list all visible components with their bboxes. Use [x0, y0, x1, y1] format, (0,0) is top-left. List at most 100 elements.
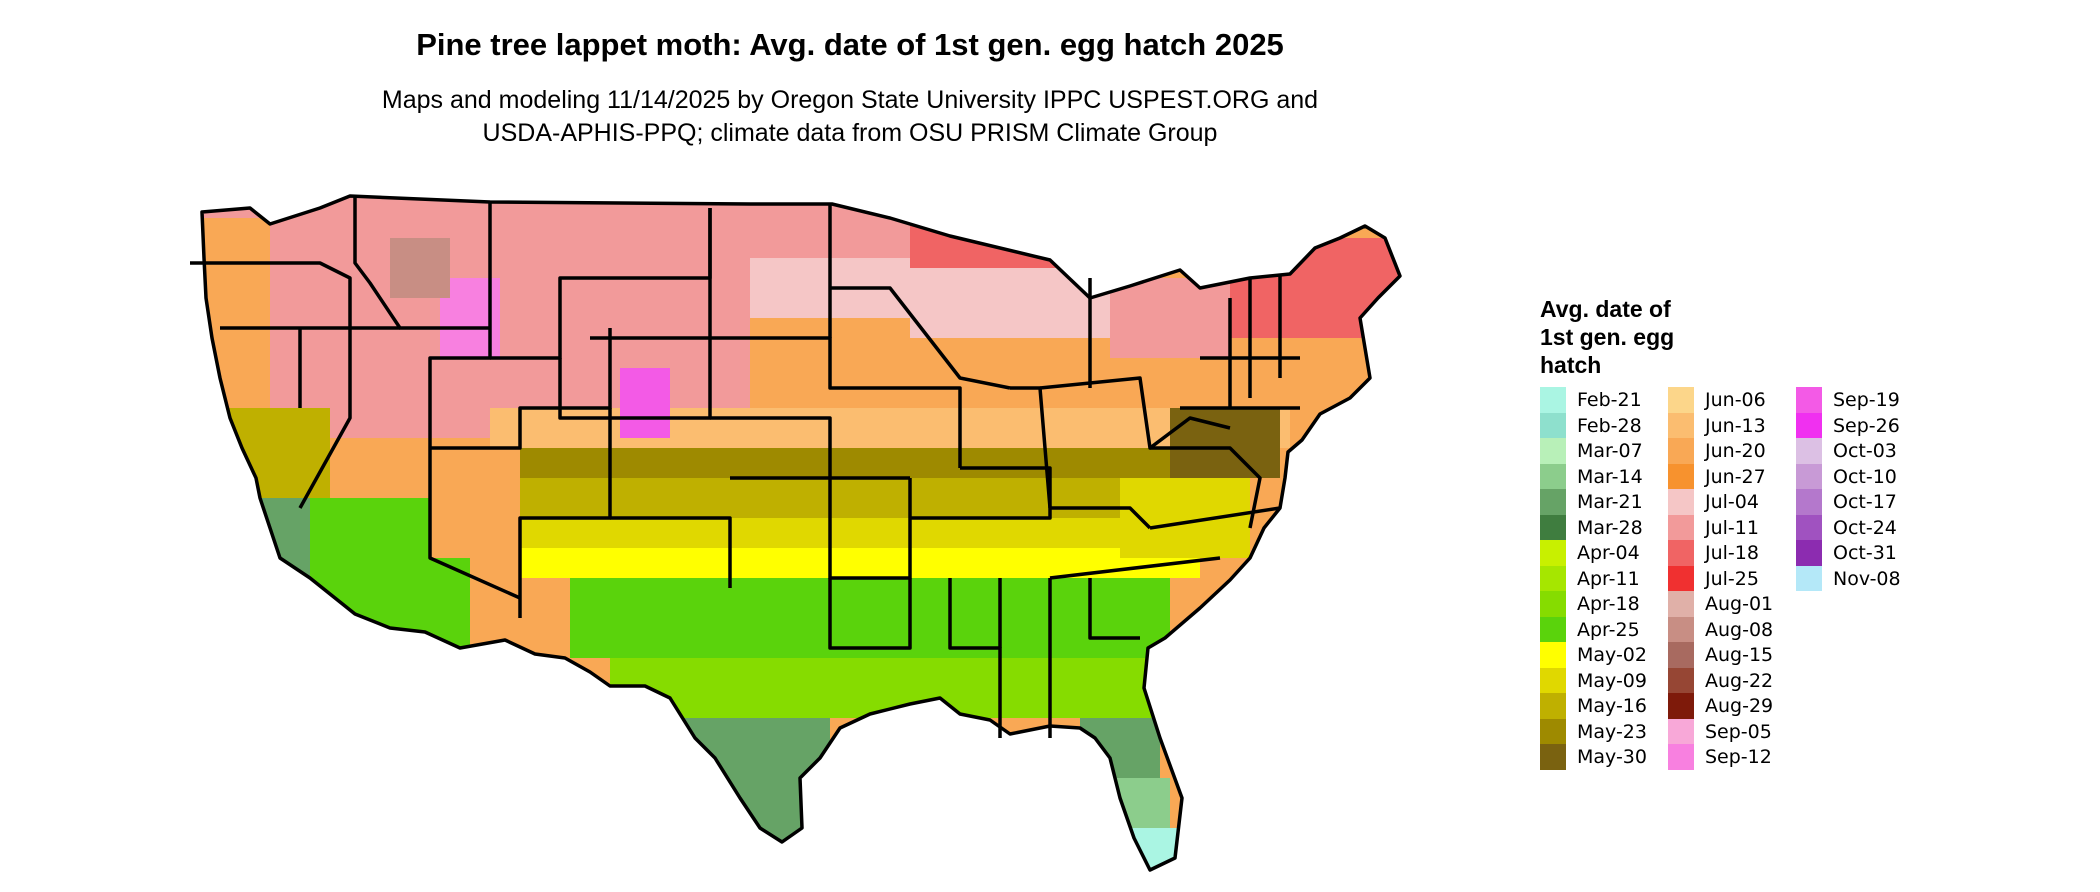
- climate-zones: [202, 196, 1400, 870]
- legend-label: Apr-18: [1577, 593, 1640, 615]
- legend-label: Jul-04: [1705, 491, 1759, 513]
- legend-swatch: [1668, 387, 1694, 413]
- legend-swatch: [1668, 412, 1694, 438]
- legend-swatch: [1540, 616, 1566, 642]
- legend-label: Mar-28: [1577, 516, 1643, 539]
- legend-label: May-02: [1577, 644, 1647, 666]
- legend-label: Aug-08: [1705, 618, 1774, 641]
- map-subtitle: Maps and modeling 11/14/2025 by Oregon S…: [0, 84, 1700, 150]
- legend-item: Sep-12: [1668, 744, 1798, 770]
- legend-item: Sep-26: [1796, 412, 1926, 438]
- legend-label: Feb-21: [1577, 389, 1642, 411]
- legend-item: Jun-06: [1668, 387, 1798, 413]
- legend-item: May-23: [1540, 718, 1670, 744]
- legend-swatch: [1668, 718, 1694, 744]
- legend-label: Jun-13: [1705, 414, 1766, 437]
- legend-label: May-16: [1577, 695, 1647, 717]
- legend-item: Oct-17: [1796, 489, 1926, 515]
- legend-item: Jun-20: [1668, 438, 1798, 464]
- legend-item: Oct-31: [1796, 540, 1926, 566]
- legend-item: Sep-19: [1796, 387, 1926, 413]
- legend-swatch: [1540, 642, 1566, 668]
- legend-item: Jul-25: [1668, 565, 1798, 591]
- legend-swatch: [1540, 693, 1566, 719]
- legend-label: Aug-01: [1705, 593, 1774, 615]
- legend-item: May-09: [1540, 667, 1670, 693]
- legend-swatch: [1668, 616, 1694, 642]
- legend-item: Jul-04: [1668, 489, 1798, 515]
- legend-label: May-09: [1577, 669, 1647, 692]
- legend-swatch: [1796, 540, 1822, 566]
- legend-swatch: [1668, 540, 1694, 566]
- legend-swatch: [1796, 412, 1822, 438]
- legend-label: Sep-19: [1833, 389, 1900, 411]
- legend-item: Nov-08: [1796, 565, 1926, 591]
- legend-swatch: [1668, 693, 1694, 719]
- legend-swatch: [1540, 387, 1566, 413]
- legend-swatch: [1668, 565, 1694, 591]
- legend-item: Aug-08: [1668, 616, 1798, 642]
- legend-item: Mar-07: [1540, 438, 1670, 464]
- legend-label: Oct-10: [1833, 465, 1897, 488]
- legend-label: Jun-06: [1705, 389, 1766, 411]
- legend-title-line-3: hatch: [1540, 352, 1602, 378]
- legend-item: Sep-05: [1668, 718, 1798, 744]
- legend-swatch: [1540, 591, 1566, 617]
- legend-swatch: [1540, 565, 1566, 591]
- legend-swatch: [1796, 489, 1822, 515]
- legend-swatch: [1668, 591, 1694, 617]
- legend-swatch: [1796, 514, 1822, 540]
- legend-label: Jul-25: [1705, 567, 1759, 590]
- legend-item: Mar-14: [1540, 463, 1670, 489]
- legend-label: Jul-11: [1705, 516, 1759, 539]
- legend-item: Jul-11: [1668, 514, 1798, 540]
- legend-label: Mar-07: [1577, 440, 1643, 462]
- legend-item: Aug-01: [1668, 591, 1798, 617]
- legend-item: Apr-11: [1540, 565, 1670, 591]
- legend-label: Oct-24: [1833, 516, 1897, 539]
- legend-swatch: [1540, 412, 1566, 438]
- us-map: [190, 178, 1535, 890]
- legend-swatch: [1796, 387, 1822, 413]
- legend-swatch: [1668, 667, 1694, 693]
- legend-label: Sep-12: [1705, 746, 1772, 768]
- legend-label: May-23: [1577, 720, 1647, 743]
- legend-label: Feb-28: [1577, 414, 1642, 437]
- legend-swatch: [1668, 514, 1694, 540]
- legend-swatch: [1796, 463, 1822, 489]
- legend: Avg. date of 1st gen. egg hatch Feb-21 Fe…: [1540, 295, 2020, 795]
- state-borders: [190, 194, 1402, 872]
- legend-swatch: [1540, 489, 1566, 515]
- legend-label: Apr-04: [1577, 542, 1640, 564]
- legend-item: Apr-04: [1540, 540, 1670, 566]
- legend-swatch: [1796, 565, 1822, 591]
- legend-item: Oct-10: [1796, 463, 1926, 489]
- legend-title: Avg. date of 1st gen. egg hatch: [1540, 295, 1740, 379]
- legend-title-line-2: 1st gen. egg: [1540, 324, 1675, 350]
- legend-item: Jun-13: [1668, 412, 1798, 438]
- legend-label: Aug-22: [1705, 669, 1774, 692]
- legend-swatch: [1540, 514, 1566, 540]
- legend-swatch: [1668, 642, 1694, 668]
- legend-label: Jul-18: [1705, 542, 1759, 564]
- legend-item: Feb-28: [1540, 412, 1670, 438]
- legend-label: Mar-14: [1577, 465, 1643, 488]
- legend-item: May-16: [1540, 693, 1670, 719]
- subtitle-line-1: Maps and modeling 11/14/2025 by Oregon S…: [381, 86, 1319, 114]
- legend-label: Jun-20: [1705, 440, 1766, 462]
- legend-label: Sep-05: [1705, 720, 1772, 743]
- legend-label: Jun-27: [1705, 465, 1766, 488]
- map-title: Pine tree lappet moth: Avg. date of 1st …: [416, 27, 1284, 62]
- legend-swatch: [1540, 667, 1566, 693]
- legend-label: May-30: [1577, 746, 1647, 768]
- legend-item: Aug-15: [1668, 642, 1798, 668]
- legend-label: Nov-08: [1833, 567, 1901, 590]
- legend-label: Apr-25: [1577, 618, 1640, 641]
- legend-item: Mar-28: [1540, 514, 1670, 540]
- legend-item: Jul-18: [1668, 540, 1798, 566]
- legend-item: May-02: [1540, 642, 1670, 668]
- legend-swatch: [1540, 540, 1566, 566]
- legend-swatch: [1796, 438, 1822, 464]
- legend-item: Apr-25: [1540, 616, 1670, 642]
- legend-item: Jun-27: [1668, 463, 1798, 489]
